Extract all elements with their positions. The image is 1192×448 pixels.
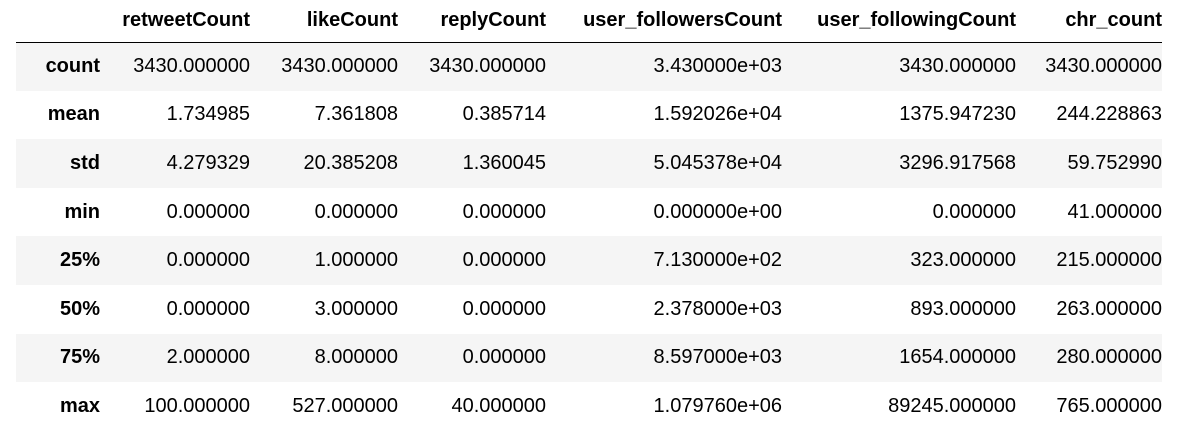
- table-cell: 3.000000: [314, 297, 398, 320]
- table-cell: 7.361808: [314, 103, 398, 126]
- dataframe-output: retweetCount likeCount replyCount user_f…: [16, 0, 1176, 431]
- table-cell: 280.000000: [1056, 346, 1162, 369]
- table-cell: 1.360045: [462, 151, 546, 174]
- row-label: max: [59, 394, 100, 417]
- table-cell: 8.000000: [314, 346, 398, 369]
- table-cell: 3430.000000: [133, 55, 250, 78]
- row-label: count: [45, 55, 100, 78]
- table-cell: 527.000000: [292, 394, 398, 417]
- table-row: 25% 0.000000 1.000000 0.000000 7.130000e…: [16, 236, 1162, 285]
- row-label: 50%: [59, 297, 100, 320]
- table-cell: 1.079760e+06: [653, 394, 782, 417]
- table-cell: 20.385208: [303, 151, 398, 174]
- table-row: 75% 2.000000 8.000000 0.000000 8.597000e…: [16, 333, 1162, 383]
- table-cell: 5.045378e+04: [653, 151, 782, 174]
- table-cell: 1375.947230: [899, 103, 1016, 126]
- table-row: max 100.000000 527.000000 40.000000 1.07…: [16, 382, 1162, 431]
- table-cell: 2.378000e+03: [653, 297, 782, 320]
- column-header: replyCount: [398, 0, 546, 43]
- table-row: min 0.000000 0.000000 0.000000 0.000000e…: [16, 187, 1162, 237]
- describe-table: retweetCount likeCount replyCount user_f…: [16, 0, 1162, 431]
- table-cell: 1.000000: [314, 249, 398, 272]
- table-cell: 0.000000: [166, 200, 250, 223]
- table-cell: 0.000000: [462, 346, 546, 369]
- table-cell: 0.385714: [462, 103, 546, 126]
- table-row: count 3430.000000 3430.000000 3430.00000…: [16, 42, 1162, 91]
- table-cell: 8.597000e+03: [653, 346, 782, 369]
- row-label: min: [64, 200, 100, 223]
- table-cell: 2.000000: [166, 346, 250, 369]
- header-row: retweetCount likeCount replyCount user_f…: [16, 0, 1162, 43]
- table-cell: 893.000000: [910, 297, 1016, 320]
- table-cell: 1654.000000: [899, 346, 1016, 369]
- table-cell: 263.000000: [1056, 297, 1162, 320]
- table-row: mean 1.734985 7.361808 0.385714 1.592026…: [16, 90, 1162, 140]
- table-cell: 244.228863: [1056, 103, 1162, 126]
- table-cell: 0.000000e+00: [653, 200, 782, 223]
- table-cell: 3430.000000: [429, 55, 546, 78]
- column-header: user_followersCount: [546, 0, 782, 43]
- table-cell: 1.734985: [166, 103, 250, 126]
- table-body: count 3430.000000 3430.000000 3430.00000…: [16, 42, 1162, 431]
- row-label: 75%: [59, 346, 100, 369]
- row-label: mean: [47, 103, 100, 126]
- table-cell: 0.000000: [462, 200, 546, 223]
- table-cell: 0.000000: [166, 249, 250, 272]
- table-cell: 59.752990: [1067, 151, 1162, 174]
- table-cell: 0.000000: [462, 249, 546, 272]
- column-header: user_followingCount: [782, 0, 1016, 43]
- column-header: likeCount: [250, 0, 398, 43]
- row-label: std: [70, 151, 100, 174]
- table-cell: 215.000000: [1056, 249, 1162, 272]
- table-cell: 3430.000000: [1045, 55, 1162, 78]
- table-cell: 7.130000e+02: [653, 249, 782, 272]
- column-header: chr_count: [1016, 0, 1162, 43]
- index-header: [16, 0, 100, 43]
- table-cell: 765.000000: [1056, 394, 1162, 417]
- table-header: retweetCount likeCount replyCount user_f…: [16, 0, 1162, 43]
- table-cell: 3.430000e+03: [653, 55, 782, 78]
- table-cell: 0.000000: [462, 297, 546, 320]
- table-cell: 1.592026e+04: [653, 103, 782, 126]
- table-cell: 3430.000000: [281, 55, 398, 78]
- table-row: std 4.279329 20.385208 1.360045 5.045378…: [16, 139, 1162, 188]
- table-cell: 89245.000000: [888, 394, 1016, 417]
- table-cell: 40.000000: [451, 394, 546, 417]
- row-label: 25%: [59, 249, 100, 272]
- table-cell: 3296.917568: [899, 151, 1016, 174]
- table-cell: 0.000000: [166, 297, 250, 320]
- table-cell: 3430.000000: [899, 55, 1016, 78]
- table-cell: 4.279329: [166, 151, 250, 174]
- table-cell: 0.000000: [932, 200, 1016, 223]
- table-cell: 41.000000: [1067, 200, 1162, 223]
- table-row: 50% 0.000000 3.000000 0.000000 2.378000e…: [16, 284, 1162, 334]
- table-cell: 323.000000: [910, 249, 1016, 272]
- table-cell: 100.000000: [144, 394, 250, 417]
- column-header: retweetCount: [100, 0, 250, 43]
- table-cell: 0.000000: [314, 200, 398, 223]
